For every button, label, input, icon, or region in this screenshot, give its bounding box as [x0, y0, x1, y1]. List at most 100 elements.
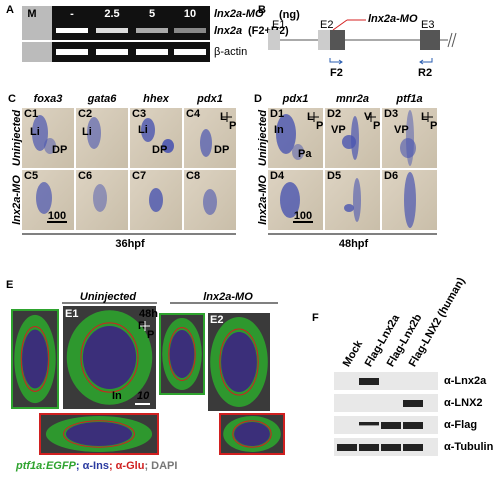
label: P [373, 120, 380, 132]
band [359, 444, 379, 451]
stain [351, 116, 359, 160]
ins [65, 422, 133, 446]
band [403, 400, 423, 407]
legend-item: ; α-Ins [76, 460, 109, 472]
label: E2 [210, 314, 223, 326]
ins [82, 326, 137, 389]
label: α-Flag [444, 419, 477, 431]
band [96, 49, 128, 55]
band [403, 444, 423, 451]
label: F2 [330, 67, 343, 79]
label: (ng) [279, 9, 300, 21]
stain [162, 139, 174, 153]
label: α-LNX2 [444, 397, 483, 409]
label: Uninjected [11, 110, 23, 167]
stain [203, 189, 217, 215]
stain [200, 129, 212, 157]
label: lnx2a-MO [11, 175, 23, 225]
label: In [112, 390, 122, 402]
label: 48h [139, 308, 158, 320]
label: E1 [272, 19, 285, 31]
label: 100 [294, 210, 312, 222]
stain [353, 178, 361, 222]
stain [141, 118, 155, 142]
ins [169, 330, 195, 378]
pointer [332, 19, 348, 31]
label: F [312, 312, 319, 324]
label: C3 [132, 108, 146, 120]
photo [76, 108, 128, 168]
stain [342, 135, 356, 149]
primer-arrow [329, 58, 343, 65]
legend-item: ; α-Glu [109, 460, 144, 472]
label: D1 [270, 108, 284, 120]
stain [93, 184, 107, 212]
label: E1 [65, 308, 78, 320]
legend: ptf1a:EGFP; α-Ins; α-Glu; DAPI [15, 460, 177, 472]
ins [22, 329, 48, 389]
label: D5 [327, 170, 341, 182]
label: P [229, 120, 236, 132]
stain [32, 115, 48, 151]
label: VP [394, 124, 409, 136]
label: β-actin [214, 46, 247, 58]
glu [63, 420, 135, 448]
photo [130, 108, 182, 168]
label: foxa3 [34, 93, 63, 105]
label: 10 [184, 8, 196, 20]
glu [168, 327, 196, 381]
label: C [8, 93, 16, 105]
band [337, 444, 357, 451]
label: 48hpf [339, 238, 369, 250]
break [447, 32, 453, 48]
label: In [274, 124, 284, 136]
label: C4 [186, 108, 201, 120]
label: C2 [78, 108, 92, 120]
legend-item: ; DAPI [144, 460, 177, 472]
glu [232, 420, 272, 448]
label: VP [331, 124, 346, 136]
label: DP [152, 144, 167, 156]
photo [22, 108, 74, 168]
label: α-Lnx2a [444, 375, 487, 387]
band [136, 28, 168, 33]
exon [420, 30, 440, 50]
band [96, 28, 128, 33]
label: C8 [186, 170, 200, 182]
label: P [316, 120, 323, 132]
label: D6 [384, 170, 398, 182]
label: lnx2a [214, 25, 242, 37]
label: Uninjected [80, 291, 137, 303]
band [136, 49, 168, 55]
label: DP [214, 144, 229, 156]
label: E2 [320, 19, 333, 31]
blot [334, 372, 438, 390]
label: Li [82, 126, 92, 138]
label: R2 [418, 67, 432, 79]
break [451, 32, 457, 48]
frame [159, 313, 205, 395]
band [174, 49, 206, 55]
stain [87, 117, 101, 149]
label: 36hpf [115, 238, 145, 250]
stain [276, 114, 296, 154]
label: C7 [132, 170, 146, 182]
label: 10 [137, 390, 150, 402]
label: DP [52, 144, 67, 156]
label: E [6, 279, 13, 291]
label: mnr2a [336, 93, 369, 105]
label: - [70, 8, 74, 20]
label: 2.5 [104, 8, 119, 20]
exon [268, 30, 280, 50]
stain [36, 182, 52, 214]
ins [221, 332, 257, 392]
label: pdx1 [282, 93, 309, 105]
exon [330, 30, 345, 50]
ladder [22, 6, 52, 40]
label: Li [30, 126, 40, 138]
stain [280, 182, 300, 218]
label: D2 [327, 108, 341, 120]
stain [404, 172, 416, 228]
label: Mock [341, 338, 366, 369]
